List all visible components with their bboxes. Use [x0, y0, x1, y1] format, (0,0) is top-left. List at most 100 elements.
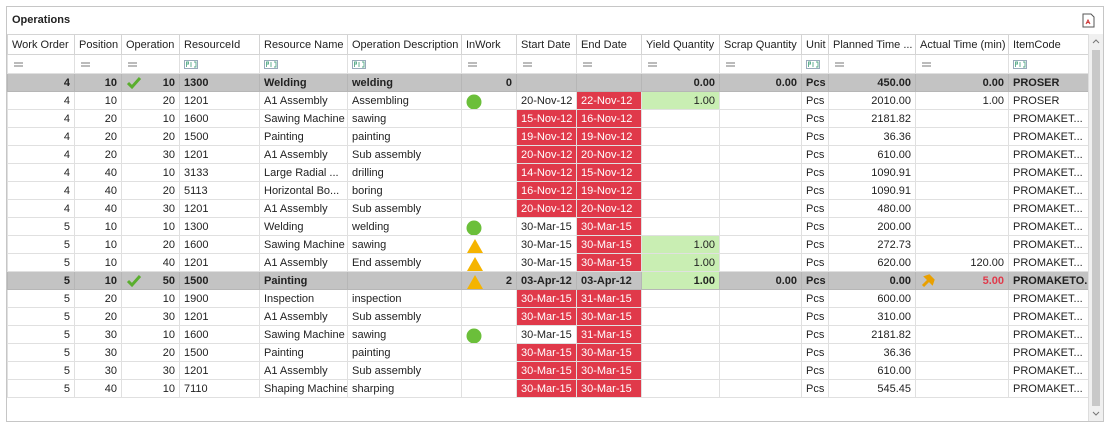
group-row[interactable]: 4 10 10 1300 Welding welding 0 0.00 0.00 Pcs 450.0…	[7, 73, 1090, 92]
cell-text: 1090.91	[871, 166, 911, 179]
cell-text: 30	[104, 364, 117, 377]
cell-text: 30-Mar-15	[581, 364, 632, 377]
filter-cell[interactable]	[915, 54, 1009, 74]
column-header[interactable]: InWork	[461, 34, 517, 55]
cell: 1.00	[641, 253, 720, 272]
filter-cell[interactable]	[719, 54, 802, 74]
cell-text: 40	[104, 202, 117, 215]
data-row[interactable]: 5 10 20 1600 Sawing Machine sawing 30-Mar-15 30…	[7, 235, 1090, 254]
column-header[interactable]: Scrap Quantity	[719, 34, 802, 55]
cell	[347, 271, 462, 290]
cell: Welding	[259, 217, 348, 236]
export-button[interactable]	[1082, 13, 1095, 28]
cell-text: Sawing Machine	[264, 238, 345, 251]
data-row[interactable]: 4 20 30 1201 A1 Assembly Sub assembly 20-Nov-1…	[7, 145, 1090, 164]
column-header[interactable]: Resource Name	[259, 34, 348, 55]
column-header[interactable]: Operation Description	[347, 34, 462, 55]
cell: Pcs	[801, 145, 829, 164]
column-header[interactable]: Unit	[801, 34, 829, 55]
cell: 5	[7, 343, 75, 362]
filter-cell[interactable]	[7, 54, 75, 74]
data-row[interactable]: 5 10 40 1201 A1 Assembly End assembly 30-Mar-1…	[7, 253, 1090, 272]
cell	[915, 307, 1009, 326]
data-row[interactable]: 4 10 20 1201 A1 Assembly Assembling 20-Nov-12 2…	[7, 91, 1090, 110]
cell: 20	[74, 109, 122, 128]
data-row[interactable]: 4 40 20 5113 Horizontal Bo... boring 16-Nov-12…	[7, 181, 1090, 200]
column-header[interactable]: Start Date	[516, 34, 577, 55]
cell-text: PROMAKET...	[1013, 130, 1083, 143]
filter-cell[interactable]	[259, 54, 348, 74]
column-header[interactable]: Position	[74, 34, 122, 55]
data-row[interactable]: 5 10 10 1300 Welding welding 30-Mar-15 30-Mar-1…	[7, 217, 1090, 236]
data-row[interactable]: 5 20 30 1201 A1 Assembly Sub assembly 30-Mar-1…	[7, 307, 1090, 326]
cell-text: 30	[162, 364, 175, 377]
column-header[interactable]: Actual Time (min)	[915, 34, 1009, 55]
cell-text: Pcs	[806, 238, 825, 251]
filter-cell[interactable]	[828, 54, 916, 74]
cell	[915, 217, 1009, 236]
column-header[interactable]: End Date	[576, 34, 642, 55]
cell-text: 30	[162, 310, 175, 323]
data-row[interactable]: 4 40 30 1201 A1 Assembly Sub assembly 20-Nov-1…	[7, 199, 1090, 218]
filter-cell[interactable]	[516, 54, 577, 74]
filter-cell[interactable]	[179, 54, 260, 74]
cell: 20	[121, 343, 180, 362]
column-header[interactable]: Work Order	[7, 34, 75, 55]
cell: Horizontal Bo...	[259, 181, 348, 200]
cell-text: 10	[162, 112, 175, 125]
vertical-scrollbar[interactable]	[1088, 34, 1103, 421]
cell-text: 30-Mar-15	[581, 220, 632, 233]
cell	[641, 289, 720, 308]
filter-cell[interactable]	[1008, 54, 1090, 74]
cell: 610.00	[828, 145, 916, 164]
cell: 3133	[179, 163, 260, 182]
filter-cell[interactable]	[461, 54, 517, 74]
cell: 0.00	[915, 73, 1009, 92]
data-row[interactable]: 4 20 10 1600 Sawing Machine sawing 15-Nov-12 16…	[7, 109, 1090, 128]
filter-cell[interactable]	[74, 54, 122, 74]
cell-text: Pcs	[806, 220, 825, 233]
column-header[interactable]: Operation	[121, 34, 180, 55]
data-row[interactable]: 4 20 20 1500 Painting painting 19-Nov-12 19-Nov…	[7, 127, 1090, 146]
cell: 620.00	[828, 253, 916, 272]
filter-cell[interactable]	[347, 54, 462, 74]
cell: A1 Assembly	[259, 253, 348, 272]
cell	[915, 325, 1009, 344]
cell: 36.36	[828, 127, 916, 146]
cell-text: 30-Mar-15	[521, 346, 572, 359]
column-header[interactable]: ItemCode	[1008, 34, 1090, 55]
filter-cell[interactable]	[121, 54, 180, 74]
cell-text: 20	[104, 148, 117, 161]
data-row[interactable]: 5 40 10 7110 Shaping Machine sharping 30-Mar-1…	[7, 379, 1090, 398]
cell-text: 1600	[184, 328, 209, 341]
data-row[interactable]: 4 40 10 3133 Large Radial ... drilling 14-Nov-…	[7, 163, 1090, 182]
cell-text: 20-Nov-12	[521, 202, 573, 215]
cell-text: Inspection	[264, 292, 315, 305]
cell: welding	[347, 73, 462, 92]
cell-text: 10	[162, 76, 175, 89]
data-row[interactable]: 5 30 30 1201 A1 Assembly Sub assembly 30-Mar-1…	[7, 361, 1090, 380]
cell: 450.00	[828, 73, 916, 92]
cell-text: 1090.91	[871, 184, 911, 197]
cell-text: Pcs	[806, 148, 825, 161]
cell: Pcs	[801, 73, 829, 92]
cell: 10	[74, 271, 122, 290]
cell-text: 20-Nov-12	[521, 94, 573, 107]
column-header[interactable]: ResourceId	[179, 34, 260, 55]
column-header[interactable]: Planned Time ...	[828, 34, 916, 55]
filter-cell[interactable]	[801, 54, 829, 74]
cell: sharping	[347, 379, 462, 398]
cell-text: 20	[162, 238, 175, 251]
data-row[interactable]: 5 30 10 1600 Sawing Machine sawing 30-Mar-15 31…	[7, 325, 1090, 344]
cell-text: 20	[104, 130, 117, 143]
filter-icon	[648, 62, 657, 67]
filter-cell[interactable]	[576, 54, 642, 74]
data-row[interactable]: 5 20 10 1900 Inspection inspection 30-Mar-15 31…	[7, 289, 1090, 308]
filter-cell[interactable]	[641, 54, 720, 74]
cell: 30-Mar-15	[516, 289, 577, 308]
cell: Pcs	[801, 127, 829, 146]
column-header[interactable]: Yield Quantity	[641, 34, 720, 55]
data-row[interactable]: 5 30 20 1500 Painting painting 30-Mar-15 30-Mar…	[7, 343, 1090, 362]
cell: 1090.91	[828, 163, 916, 182]
group-row[interactable]: 5 10 50 1500 Painting 2 03-Apr-12 03-Apr-12 1.00…	[7, 271, 1090, 290]
